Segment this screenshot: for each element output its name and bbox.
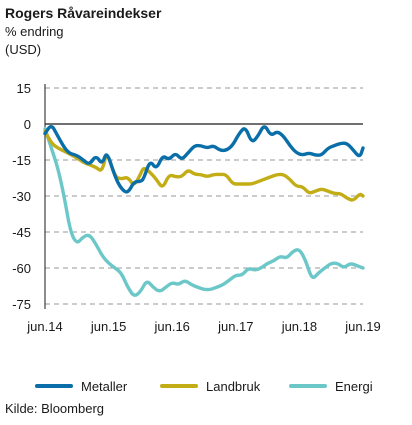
legend-swatch [160,384,198,388]
x-axis-ticks: jun.14 jun.15 jun.16 jun.17 jun.18 jun.19 [26,319,380,334]
grid-layer [44,84,363,309]
line-chart: 150-15-30-45-60-75 jun.14 jun.15 jun.16 jun… [12,81,381,334]
legend-label: Landbruk [206,378,261,394]
series-line-metaller [43,125,365,194]
x-tick-label: jun.19 [344,319,380,334]
y-tick-label: -45 [12,225,31,240]
subtitle-line-unit: % endring [5,24,64,39]
series-line-energi [43,127,365,297]
y-tick-label: 15 [17,81,31,96]
series-line-landbruk [43,129,365,202]
x-tick-label: jun.17 [217,319,253,334]
chart-subtitle: % endring (USD) [5,23,64,59]
chart-title: Rogers Råvareindekser [5,5,162,21]
legend-item-energi: Energi [289,377,373,395]
legend-label: Energi [335,378,373,394]
x-tick-label: jun.16 [153,319,189,334]
x-tick-label: jun.14 [26,319,62,334]
y-tick-label: -60 [12,261,31,276]
y-axis-ticks: 15 0 -15 -30 -45 -60 -75 [12,81,31,312]
source-note: Kilde: Bloomberg [5,401,104,416]
y-tick-label: -30 [12,189,31,204]
x-tick-label: jun.15 [90,319,126,334]
legend-item-metaller: Metaller [35,377,127,395]
y-tick-label: 0 [24,117,31,132]
x-tick-label: jun.18 [281,319,317,334]
y-tick-label: -75 [12,297,31,312]
series-layer [43,125,365,297]
legend-item-landbruk: Landbruk [160,377,260,395]
legend-swatch [289,384,327,388]
y-tick-label: -15 [12,153,31,168]
legend-label: Metaller [81,378,128,394]
subtitle-line-currency: (USD) [5,42,42,57]
chart-legend: Metaller Landbruk Energi [0,377,412,395]
legend-swatch [35,384,73,388]
